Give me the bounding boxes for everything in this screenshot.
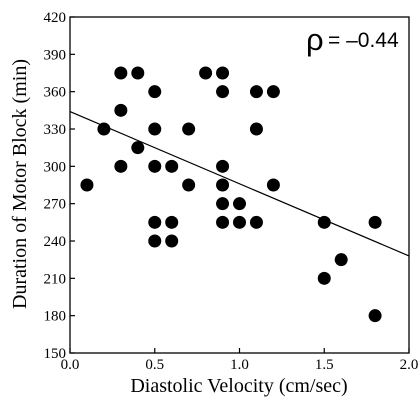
x-tick-label: 1.0 (230, 357, 249, 373)
y-axis-ticks: 150 180 210 240 270 300 330 360 390 420 (44, 10, 75, 362)
x-tick-label: 0.5 (145, 357, 164, 373)
data-point (148, 215, 162, 229)
data-point (148, 159, 162, 173)
y-tick-label: 150 (44, 346, 67, 362)
data-point (233, 215, 246, 229)
data-point (216, 178, 230, 192)
data-point (148, 122, 162, 136)
data-point (148, 85, 162, 99)
y-tick-label: 330 (44, 122, 67, 138)
x-axis-ticks: 0.0 0.5 1.0 1.5 2.0 (61, 348, 419, 373)
y-axis-label: Duration of Motor Block (min) (9, 59, 31, 309)
data-point (114, 103, 128, 117)
data-point (165, 215, 179, 229)
x-tick-label: 1.5 (315, 357, 334, 373)
data-point (368, 309, 382, 323)
data-point (114, 159, 128, 173)
data-point (216, 66, 230, 80)
data-point (334, 253, 348, 267)
data-point (368, 215, 382, 229)
data-point (233, 197, 246, 211)
data-point (80, 178, 94, 192)
y-tick-label: 270 (44, 197, 67, 213)
data-point (165, 234, 179, 248)
x-tick-label: 0.0 (61, 357, 80, 373)
data-point (249, 122, 263, 136)
data-point (114, 66, 128, 80)
y-tick-label: 360 (44, 85, 67, 101)
data-point (266, 85, 280, 99)
data-point (216, 215, 230, 229)
x-axis-label: Diastolic Velocity (cm/sec) (130, 375, 347, 397)
y-tick-label: 210 (44, 271, 67, 287)
regression-line-group (69, 111, 410, 257)
data-point (266, 178, 280, 192)
data-point (216, 85, 230, 99)
correlation-value: = –0.44 (328, 29, 399, 52)
data-point (148, 234, 162, 248)
y-tick-label: 240 (44, 234, 67, 250)
y-tick-label: 420 (44, 10, 67, 26)
data-point (199, 66, 213, 80)
data-point (131, 141, 145, 155)
correlation-symbol: ρ (306, 22, 324, 57)
data-point (317, 215, 331, 229)
data-point (249, 215, 263, 229)
data-point (182, 122, 196, 136)
data-point (182, 178, 196, 192)
data-point (131, 66, 145, 80)
regression-line (69, 111, 410, 257)
data-point (216, 197, 230, 211)
x-tick-label: 2.0 (400, 357, 419, 373)
data-point (216, 159, 230, 173)
y-tick-label: 180 (44, 309, 67, 325)
data-point (165, 159, 179, 173)
data-point (97, 122, 111, 136)
y-tick-label: 390 (44, 47, 67, 63)
data-point (249, 85, 263, 99)
y-tick-label: 300 (44, 159, 67, 175)
data-point (317, 271, 331, 285)
data-points (80, 66, 382, 323)
